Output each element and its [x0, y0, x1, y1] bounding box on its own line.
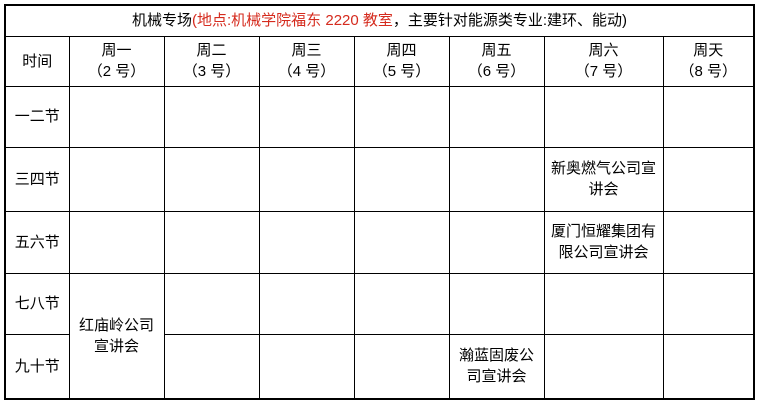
schedule-table: 机械专场(地点:机械学院福东 2220 教室，主要针对能源类专业:建环、能动) … [4, 4, 756, 400]
table-title: 机械专场(地点:机械学院福东 2220 教室，主要针对能源类专业:建环、能动) [4, 4, 755, 37]
cell-mon-3-4 [68, 146, 165, 212]
col-header-sat: 周六 （7 号） [543, 35, 664, 87]
col-header-sun: 周天 （8 号） [662, 35, 755, 87]
cell-sun-5-6 [662, 210, 755, 274]
cell-sat-9-10 [543, 333, 664, 400]
cell-mon-1-2 [68, 85, 165, 148]
cell-wed-5-6 [258, 210, 355, 274]
col-header-thu: 周四 （5 号） [353, 35, 450, 87]
row-header-periods-9-10: 九十节 [4, 333, 70, 400]
day-date: （7 号） [574, 63, 633, 80]
day-name: 周二 [196, 42, 227, 59]
cell-wed-3-4 [258, 146, 355, 212]
cell-sat-1-2 [543, 85, 664, 148]
cell-fri-1-2 [448, 85, 545, 148]
title-text: 机械专场 [132, 12, 193, 30]
day-name: 周一 [101, 42, 132, 59]
day-date: （4 号） [277, 63, 336, 80]
day-name: 周五 [481, 42, 512, 59]
day-date: （3 号） [182, 63, 241, 80]
cell-thu-9-10 [353, 333, 450, 400]
day-date: （6 号） [467, 63, 526, 80]
cell-sun-1-2 [662, 85, 755, 148]
row-header-periods-1-2: 一二节 [4, 85, 70, 148]
cell-mon-5-6 [68, 210, 165, 274]
cell-fri-3-4 [448, 146, 545, 212]
cell-tue-3-4 [163, 146, 260, 212]
cell-sun-9-10 [662, 333, 755, 400]
cell-thu-3-4 [353, 146, 450, 212]
row-header-periods-5-6: 五六节 [4, 210, 70, 274]
cell-sun-3-4 [662, 146, 755, 212]
day-date: （8 号） [679, 63, 738, 80]
cell-mon-7-10-merged-event: 红庙岭公司宣讲会 [68, 272, 165, 400]
col-header-mon: 周一 （2 号） [68, 35, 165, 87]
row-header-periods-3-4: 三四节 [4, 146, 70, 212]
cell-tue-7-8 [163, 272, 260, 335]
day-date: （2 号） [87, 63, 146, 80]
col-header-time: 时间 [4, 35, 70, 87]
col-header-wed: 周三 （4 号） [258, 35, 355, 87]
day-name: 周三 [291, 42, 322, 59]
cell-sun-7-8 [662, 272, 755, 335]
cell-tue-9-10 [163, 333, 260, 400]
cell-wed-9-10 [258, 333, 355, 400]
cell-fri-9-10-event: 瀚蓝固废公司宣讲会 [448, 333, 545, 400]
cell-fri-5-6 [448, 210, 545, 274]
day-name: 周四 [386, 42, 417, 59]
cell-fri-7-8 [448, 272, 545, 335]
title-suffix: ，主要针对能源类专业:建环、能动) [392, 12, 628, 30]
cell-thu-1-2 [353, 85, 450, 148]
day-date: （5 号） [372, 63, 431, 80]
day-name: 周六 [588, 42, 619, 59]
cell-sat-5-6-event: 厦门恒耀集团有限公司宣讲会 [543, 210, 664, 274]
day-name: 周天 [693, 42, 724, 59]
cell-wed-7-8 [258, 272, 355, 335]
cell-sat-3-4-event: 新奥燃气公司宣讲会 [543, 146, 664, 212]
row-header-periods-7-8: 七八节 [4, 272, 70, 335]
col-header-fri: 周五 （6 号） [448, 35, 545, 87]
cell-sat-7-8 [543, 272, 664, 335]
title-location-highlight: (地点:机械学院福东 2220 教室 [192, 12, 393, 30]
cell-wed-1-2 [258, 85, 355, 148]
cell-tue-5-6 [163, 210, 260, 274]
cell-thu-5-6 [353, 210, 450, 274]
col-header-tue: 周二 （3 号） [163, 35, 260, 87]
cell-tue-1-2 [163, 85, 260, 148]
cell-thu-7-8 [353, 272, 450, 335]
